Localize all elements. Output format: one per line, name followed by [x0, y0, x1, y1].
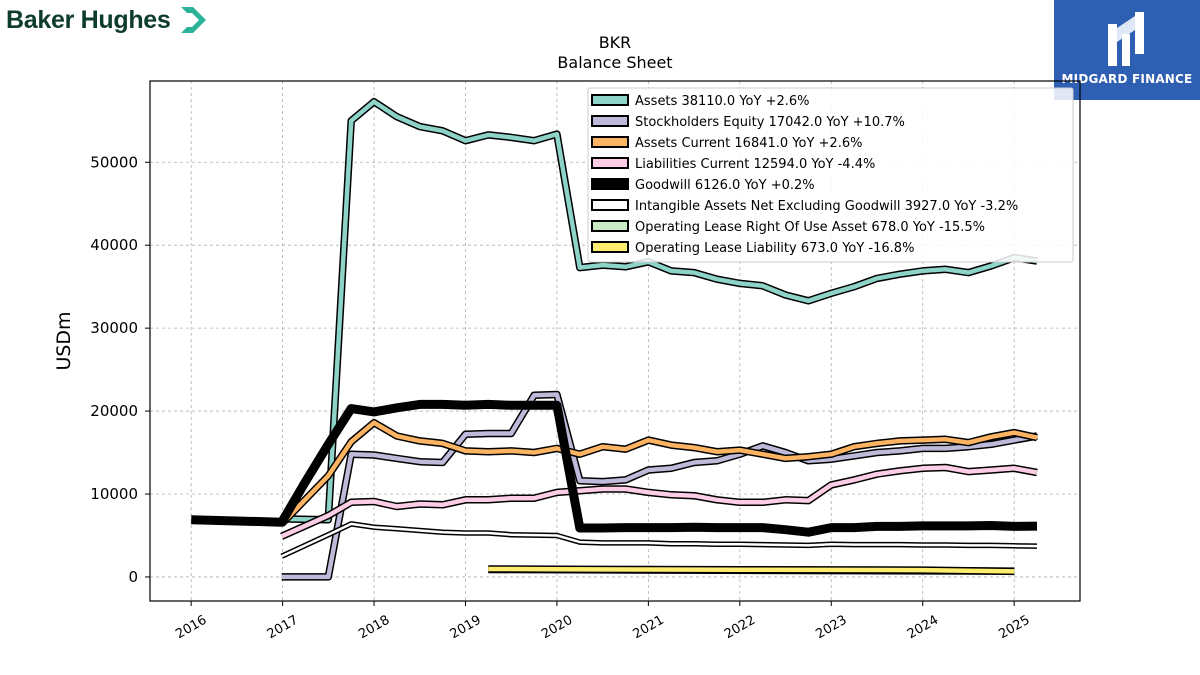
- legend-label: Assets Current 16841.0 YoY +2.6%: [635, 136, 862, 151]
- x-tick-label: 2024: [905, 613, 941, 643]
- legend-entry: Intangible Assets Net Excluding Goodwill…: [591, 199, 1018, 214]
- legend-swatch: [591, 178, 629, 190]
- x-tick-label: 2021: [631, 613, 667, 643]
- legend-label: Assets 38110.0 YoY +2.6%: [635, 94, 810, 109]
- x-tick-label: 2022: [722, 613, 758, 643]
- legend-box: [587, 87, 1074, 263]
- legend-entry: Goodwill 6126.0 YoY +0.2%: [591, 178, 815, 193]
- publisher-badge: MIDGARD FINANCE: [1054, 0, 1200, 100]
- legend-entry: Assets Current 16841.0 YoY +2.6%: [591, 136, 862, 151]
- legend-swatch: [591, 94, 629, 106]
- legend-swatch: [591, 220, 629, 232]
- series-3: [280, 463, 1038, 540]
- legend-label: Operating Lease Liability 673.0 YoY -16.…: [635, 241, 914, 256]
- legend-label: Operating Lease Right Of Use Asset 678.0…: [635, 220, 985, 235]
- x-tick-label: 2016: [173, 613, 209, 643]
- legend: Assets 38110.0 YoY +2.6% Stockholders Equ…: [587, 87, 1074, 263]
- legend-swatch: [591, 115, 629, 127]
- legend-label: Intangible Assets Net Excluding Goodwill…: [635, 199, 1018, 214]
- x-tick-label: 2023: [813, 613, 849, 643]
- legend-swatch: [591, 157, 629, 169]
- legend-label: Liabilities Current 12594.0 YoY -4.4%: [635, 157, 875, 172]
- legend-entry: Operating Lease Liability 673.0 YoY -16.…: [591, 241, 914, 256]
- series-line: [191, 399, 1038, 537]
- legend-entry: Stockholders Equity 17042.0 YoY +10.7%: [591, 115, 905, 130]
- series-1: [281, 390, 1038, 581]
- x-tick-label: 2020: [539, 613, 575, 643]
- series-line: [488, 566, 1015, 574]
- company-brand: Baker Hughes: [6, 4, 211, 36]
- legend-entry: Liabilities Current 12594.0 YoY -4.4%: [591, 157, 875, 172]
- y-tick-label: 50000: [90, 153, 138, 171]
- series-7: [488, 565, 1015, 576]
- legend-swatch: [591, 136, 629, 148]
- x-tick-label: 2017: [265, 613, 301, 643]
- legend-label: Stockholders Equity 17042.0 YoY +10.7%: [635, 115, 905, 130]
- y-axis-label: USDm: [53, 311, 75, 370]
- legend-swatch: [591, 241, 629, 253]
- series-outline: [281, 390, 1038, 581]
- series-line: [281, 99, 1038, 522]
- y-tick-label: 30000: [90, 319, 138, 337]
- publisher-name: MIDGARD FINANCE: [1061, 72, 1193, 86]
- series-line: [280, 420, 1038, 526]
- plot-frame: [149, 80, 1081, 602]
- data-series: [191, 97, 1038, 581]
- x-tick-label: 2019: [448, 613, 484, 643]
- x-tick-label: 2018: [356, 613, 392, 643]
- legend-swatch: [591, 199, 629, 211]
- chart-title: BKR: [599, 33, 632, 52]
- chart-subtitle: Balance Sheet: [557, 53, 672, 72]
- legend-entry: Operating Lease Right Of Use Asset 678.0…: [591, 220, 985, 235]
- y-tick-label: 40000: [90, 236, 138, 254]
- midgard-monogram-logo-icon: [1108, 12, 1144, 66]
- series-line: [281, 522, 1038, 558]
- legend-entry: Assets 38110.0 YoY +2.6%: [591, 94, 810, 109]
- legend-label: Goodwill 6126.0 YoY +0.2%: [635, 178, 815, 193]
- series-0: [281, 97, 1038, 524]
- company-name: Baker Hughes: [6, 5, 171, 34]
- y-tick-label: 20000: [90, 402, 138, 420]
- series-2: [279, 418, 1038, 527]
- series-line: [280, 465, 1038, 539]
- series-5: [280, 521, 1038, 559]
- y-tick-label: 10000: [90, 485, 138, 503]
- baker-hughes-chevron-logo-icon: [180, 7, 206, 33]
- x-tick-label: 2025: [996, 613, 1032, 643]
- series-4: [191, 399, 1038, 537]
- series-line: [281, 392, 1038, 580]
- y-tick-label: 0: [128, 568, 138, 586]
